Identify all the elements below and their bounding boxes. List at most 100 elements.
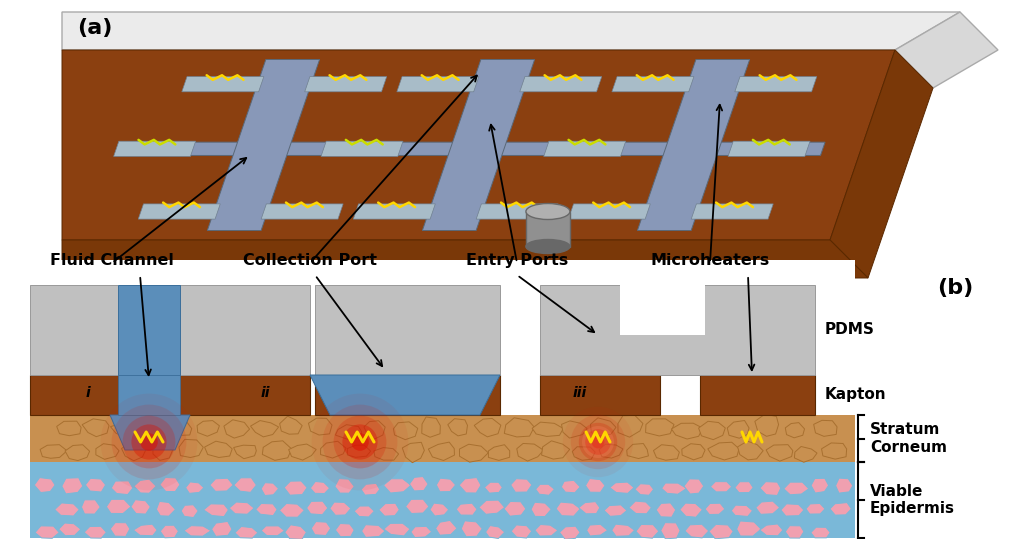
Bar (118, 375, 180, 415)
Polygon shape (895, 12, 998, 88)
Polygon shape (617, 416, 643, 437)
Polygon shape (204, 504, 228, 516)
Polygon shape (406, 499, 429, 514)
Polygon shape (542, 441, 569, 459)
Polygon shape (587, 524, 607, 536)
Polygon shape (212, 521, 232, 536)
Text: (b): (b) (937, 278, 973, 298)
Polygon shape (234, 527, 258, 538)
Polygon shape (645, 419, 674, 436)
Polygon shape (310, 481, 330, 494)
Polygon shape (708, 442, 739, 460)
Polygon shape (96, 444, 119, 459)
Polygon shape (685, 524, 709, 538)
Polygon shape (256, 503, 278, 516)
Circle shape (131, 424, 167, 460)
Polygon shape (781, 504, 804, 516)
Polygon shape (114, 141, 196, 156)
Polygon shape (321, 441, 346, 458)
Circle shape (311, 393, 409, 490)
Polygon shape (112, 481, 133, 495)
Polygon shape (611, 524, 635, 536)
Polygon shape (402, 443, 424, 462)
Text: Stratum
Corneum: Stratum Corneum (870, 422, 947, 455)
Polygon shape (354, 506, 375, 517)
Bar (30, 415, 855, 462)
Polygon shape (153, 441, 173, 460)
Ellipse shape (526, 239, 570, 253)
Polygon shape (561, 480, 581, 493)
Polygon shape (662, 483, 687, 494)
Text: Microheaters: Microheaters (650, 253, 770, 268)
Polygon shape (197, 420, 219, 436)
Polygon shape (760, 524, 783, 536)
Polygon shape (604, 505, 627, 516)
Polygon shape (289, 444, 316, 460)
Polygon shape (179, 439, 204, 458)
Polygon shape (517, 444, 544, 461)
Polygon shape (783, 482, 809, 495)
Polygon shape (361, 524, 385, 537)
Circle shape (334, 416, 386, 468)
Text: i: i (86, 386, 90, 400)
Bar (30, 285, 310, 375)
Polygon shape (544, 141, 626, 156)
Polygon shape (586, 479, 605, 492)
Polygon shape (336, 523, 354, 537)
Polygon shape (735, 77, 817, 92)
Polygon shape (280, 503, 304, 517)
Polygon shape (167, 422, 191, 436)
Polygon shape (460, 444, 488, 462)
Polygon shape (735, 482, 754, 493)
Polygon shape (609, 482, 634, 493)
Polygon shape (141, 423, 162, 436)
Polygon shape (568, 204, 650, 219)
Polygon shape (556, 502, 581, 516)
Bar (30, 260, 855, 539)
Polygon shape (134, 479, 156, 493)
Polygon shape (379, 503, 399, 516)
Polygon shape (207, 59, 319, 231)
Polygon shape (66, 445, 90, 461)
Polygon shape (535, 524, 558, 536)
Polygon shape (85, 478, 105, 492)
Polygon shape (811, 527, 830, 538)
Polygon shape (599, 444, 623, 458)
Polygon shape (672, 423, 702, 439)
Polygon shape (785, 526, 804, 538)
Polygon shape (308, 418, 332, 435)
Polygon shape (476, 204, 558, 219)
Polygon shape (520, 77, 602, 92)
Polygon shape (474, 418, 501, 437)
Polygon shape (56, 421, 81, 436)
Bar (118, 285, 180, 375)
Polygon shape (261, 483, 279, 495)
Polygon shape (330, 502, 351, 515)
Polygon shape (709, 524, 733, 539)
Polygon shape (82, 500, 100, 514)
Polygon shape (310, 375, 500, 415)
Polygon shape (353, 204, 435, 219)
Polygon shape (682, 444, 706, 460)
Polygon shape (428, 442, 455, 460)
Polygon shape (374, 447, 398, 460)
Polygon shape (684, 479, 703, 494)
Polygon shape (62, 12, 961, 50)
Polygon shape (736, 521, 761, 536)
Polygon shape (210, 478, 233, 492)
Polygon shape (485, 526, 505, 538)
Text: iii: iii (572, 386, 587, 400)
Polygon shape (129, 142, 825, 155)
Polygon shape (627, 444, 648, 459)
Polygon shape (62, 240, 868, 278)
Polygon shape (321, 141, 403, 156)
Polygon shape (384, 523, 410, 536)
Polygon shape (656, 503, 676, 517)
Bar (620, 285, 705, 335)
Polygon shape (285, 525, 306, 539)
Polygon shape (306, 501, 328, 515)
Polygon shape (504, 418, 535, 437)
Polygon shape (34, 478, 55, 493)
Polygon shape (680, 503, 702, 517)
Text: Collection Port: Collection Port (243, 253, 377, 268)
